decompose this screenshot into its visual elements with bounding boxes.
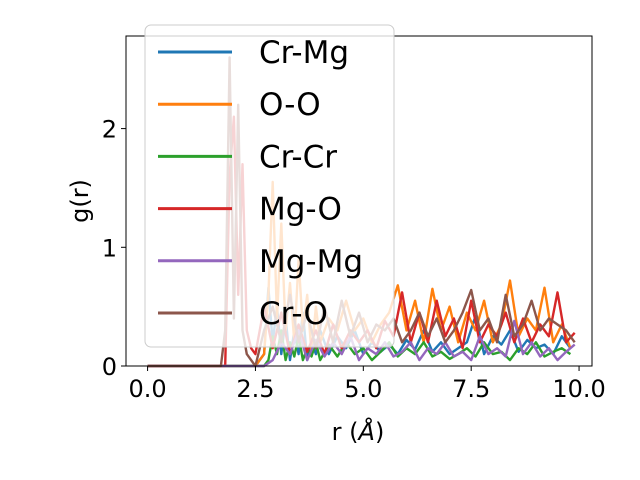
series-line-4 bbox=[147, 319, 576, 368]
x-tick-label: 10.0 bbox=[552, 375, 605, 403]
legend-label: Cr-Mg bbox=[259, 35, 349, 71]
legend-label: O-O bbox=[259, 87, 321, 123]
y-axis-label: g(r) bbox=[66, 179, 94, 223]
x-axis-label: r (Å) bbox=[332, 417, 385, 446]
legend-label: Cr-Cr bbox=[259, 139, 337, 175]
legend: Cr-Mg O-O Cr-Cr Mg-O Mg-Mg Cr-O bbox=[144, 24, 395, 348]
legend-label: Cr-O bbox=[259, 296, 328, 332]
legend-label: Mg-Mg bbox=[259, 244, 363, 280]
x-tick-label: 0.0 bbox=[128, 375, 166, 403]
x-tick-label: 7.5 bbox=[452, 375, 490, 403]
y-axis: 0 1 2 bbox=[102, 116, 126, 381]
y-tick-label: 1 bbox=[102, 234, 117, 262]
y-tick-label: 2 bbox=[102, 116, 117, 144]
y-tick-label: 0 bbox=[102, 353, 117, 381]
legend-label: Mg-O bbox=[259, 192, 342, 228]
x-tick-label: 2.5 bbox=[236, 375, 274, 403]
x-axis: 0.0 2.5 5.0 7.5 10.0 bbox=[128, 366, 606, 403]
x-tick-label: 5.0 bbox=[344, 375, 382, 403]
